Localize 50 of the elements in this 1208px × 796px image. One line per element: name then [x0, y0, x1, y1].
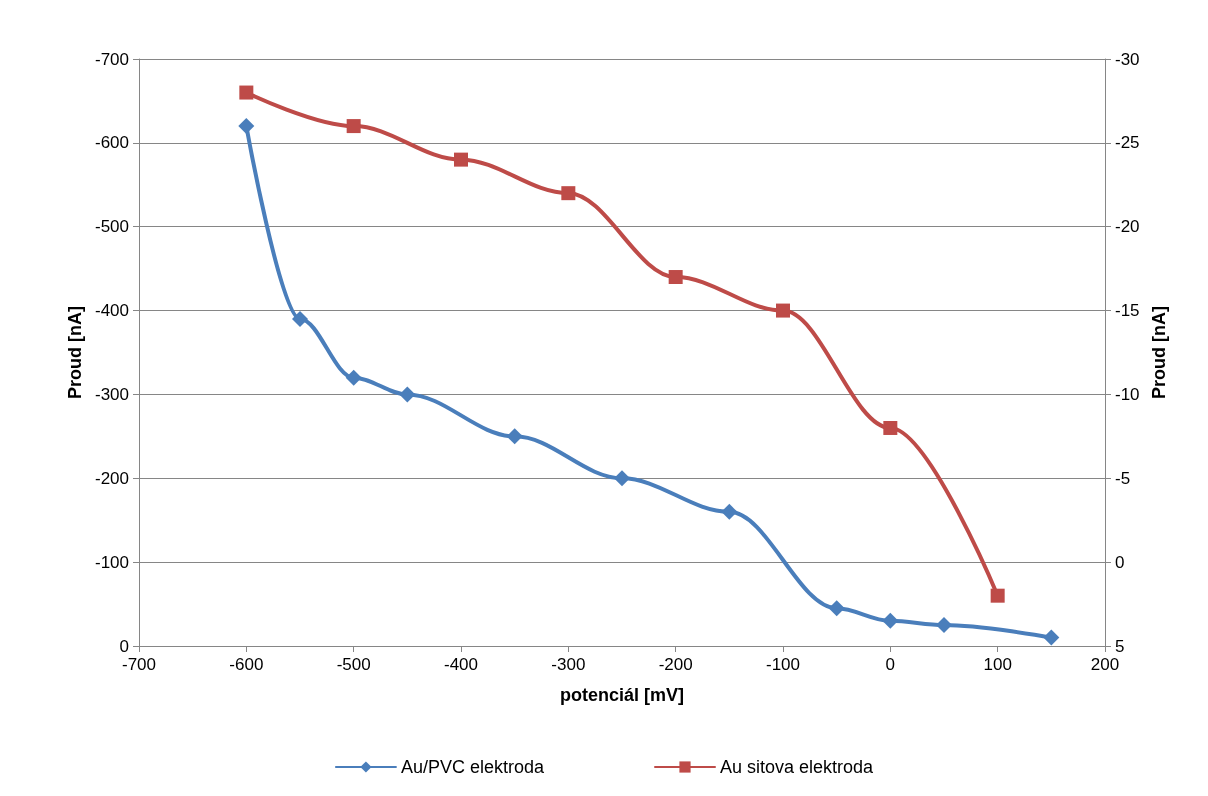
point: [1043, 629, 1060, 646]
x-tick-label: 100: [983, 655, 1012, 674]
x-tick-label: -600: [229, 655, 264, 674]
y-tick-label: -100: [94, 552, 129, 572]
x-tick-label: -100: [765, 655, 801, 674]
point: [239, 85, 254, 100]
x-tick-label: -700: [121, 655, 157, 674]
point: [561, 186, 576, 201]
x-tick-label: -200: [658, 655, 693, 674]
point: [292, 310, 308, 327]
y2-tick-label: -10: [1115, 384, 1140, 404]
x-tick-label: -400: [443, 655, 479, 674]
point: [883, 420, 898, 435]
y2-tick-label: 5: [1115, 636, 1125, 656]
y2-tick-label: -25: [1115, 133, 1140, 153]
y-tick-label: -700: [94, 49, 129, 69]
y-tick-label: -400: [94, 301, 129, 321]
y-tick-label: -600: [94, 133, 129, 153]
y-tick-label: -300: [94, 384, 129, 404]
point: [238, 118, 255, 135]
y-axis-title: Proud [nA]: [65, 306, 86, 399]
point: [828, 600, 845, 617]
point: [614, 470, 630, 487]
x-axis-title: potenciál [mV]: [559, 685, 685, 705]
y-tick-label: -500: [94, 217, 129, 237]
point: [990, 588, 1005, 603]
point: [399, 386, 416, 403]
y2-tick-label: -20: [1115, 217, 1140, 237]
y2-tick-label: -15: [1115, 301, 1140, 321]
legend-label: Au/PVC elektroda: [400, 757, 545, 777]
y2-tick-label: 0: [1115, 552, 1125, 572]
point: [454, 152, 468, 167]
legend-label: Au sitova elektroda: [719, 757, 875, 777]
y2-tick-label: -5: [1115, 468, 1131, 488]
point: [345, 369, 362, 386]
y2-tick-label: -30: [1115, 49, 1140, 69]
y-tick-label: 0: [119, 636, 129, 656]
point: [936, 617, 952, 634]
point: [776, 303, 790, 318]
x-tick-label: 0: [885, 655, 896, 674]
x-tick-label: 200: [1090, 655, 1120, 674]
x-tick-label: -500: [336, 655, 371, 674]
y2-axis-title: Proud [nA]: [1149, 306, 1170, 399]
point: [506, 428, 523, 445]
x-tick-label: -300: [551, 655, 586, 674]
point: [882, 612, 899, 629]
y-tick-label: -200: [94, 468, 129, 488]
point: [346, 119, 361, 134]
point: [668, 270, 683, 285]
point: [721, 503, 738, 520]
